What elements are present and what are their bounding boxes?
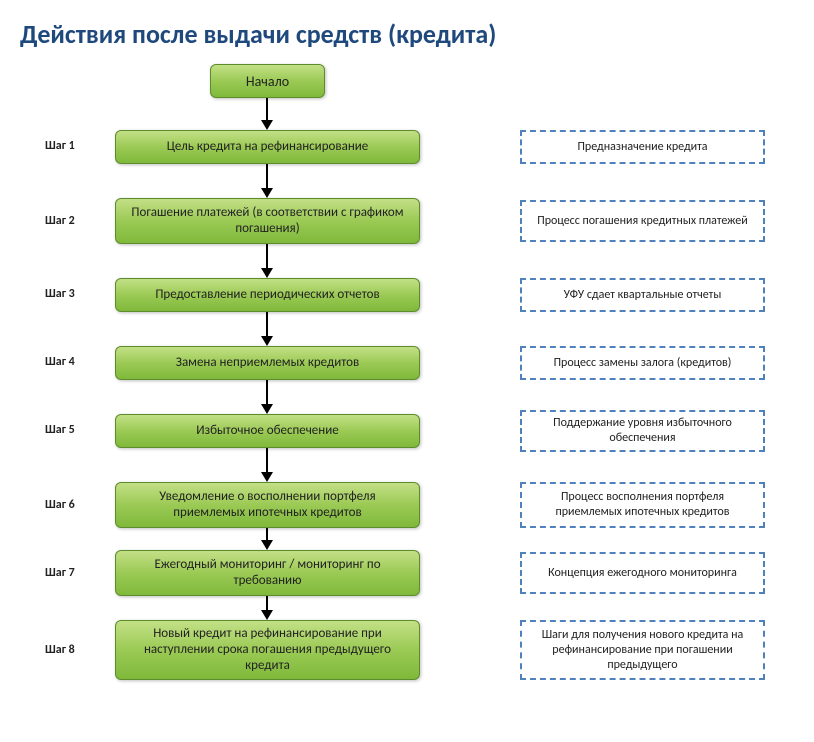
flowchart-canvas: Начало Шаг 1 Цель кредита на рефинансиро… — [20, 64, 794, 724]
note-box-7-text: Концепция ежегодного мониторинга — [548, 566, 737, 581]
step-label-4: Шаг 4 — [45, 355, 75, 369]
step-box-2-text: Погашение платежей (в соответствии с гра… — [124, 205, 411, 238]
note-box-7: Концепция ежегодного мониторинга — [520, 552, 765, 594]
page-title: Действия после выдачи средств (кредита) — [20, 18, 794, 50]
step-label-3: Шаг 3 — [45, 287, 75, 301]
start-node: Начало — [210, 64, 325, 98]
note-box-2: Процесс погашения кредитных платежей — [520, 200, 765, 242]
note-box-2-text: Процесс погашения кредитных платежей — [537, 214, 748, 229]
step-label-6: Шаг 6 — [45, 498, 75, 512]
step-box-3: Предоставление периодических отчетов — [115, 278, 420, 312]
step-box-2: Погашение платежей (в соответствии с гра… — [115, 198, 420, 244]
step-box-6-text: Уведомление о восполнении портфеля прием… — [124, 489, 411, 522]
step-box-1: Цель кредита на рефинансирование — [115, 130, 420, 164]
step-label-7: Шаг 7 — [45, 566, 75, 580]
step-label-2: Шаг 2 — [45, 214, 75, 228]
note-box-5-text: Поддержание уровня избыточного обеспечен… — [528, 416, 757, 446]
step-box-8-text: Новый кредит на рефинансирование при нас… — [124, 626, 411, 675]
step-box-8: Новый кредит на рефинансирование при нас… — [115, 620, 420, 680]
step-box-3-text: Предоставление периодических отчетов — [155, 287, 379, 303]
step-box-7-text: Ежегодный мониторинг / мониторинг по тре… — [124, 557, 411, 590]
note-box-6-text: Процесс восполнения портфеля приемлемых … — [528, 490, 757, 520]
note-box-8: Шаги для получения нового кредита на реф… — [520, 620, 765, 680]
note-box-6: Процесс восполнения портфеля приемлемых … — [520, 482, 765, 528]
step-box-4: Замена неприемлемых кредитов — [115, 346, 420, 380]
note-box-4: Процесс замены залога (кредитов) — [520, 346, 765, 380]
note-box-1-text: Предназначение кредита — [577, 140, 707, 155]
step-box-4-text: Замена неприемлемых кредитов — [176, 355, 359, 371]
note-box-5: Поддержание уровня избыточного обеспечен… — [520, 410, 765, 452]
step-box-5: Избыточное обеспечение — [115, 414, 420, 448]
step-label-1: Шаг 1 — [45, 139, 75, 153]
start-node-label: Начало — [246, 73, 289, 90]
step-box-7: Ежегодный мониторинг / мониторинг по тре… — [115, 550, 420, 596]
step-box-1-text: Цель кредита на рефинансирование — [167, 139, 369, 155]
note-box-3: УФУ сдает квартальные отчеты — [520, 278, 765, 312]
step-box-6: Уведомление о восполнении портфеля прием… — [115, 482, 420, 528]
step-label-8: Шаг 8 — [45, 643, 75, 657]
note-box-4-text: Процесс замены залога (кредитов) — [554, 356, 732, 371]
note-box-8-text: Шаги для получения нового кредита на реф… — [528, 628, 757, 673]
note-box-1: Предназначение кредита — [520, 130, 765, 164]
step-box-5-text: Избыточное обеспечение — [196, 423, 338, 439]
note-box-3-text: УФУ сдает квартальные отчеты — [564, 288, 722, 303]
step-label-5: Шаг 5 — [45, 423, 75, 437]
